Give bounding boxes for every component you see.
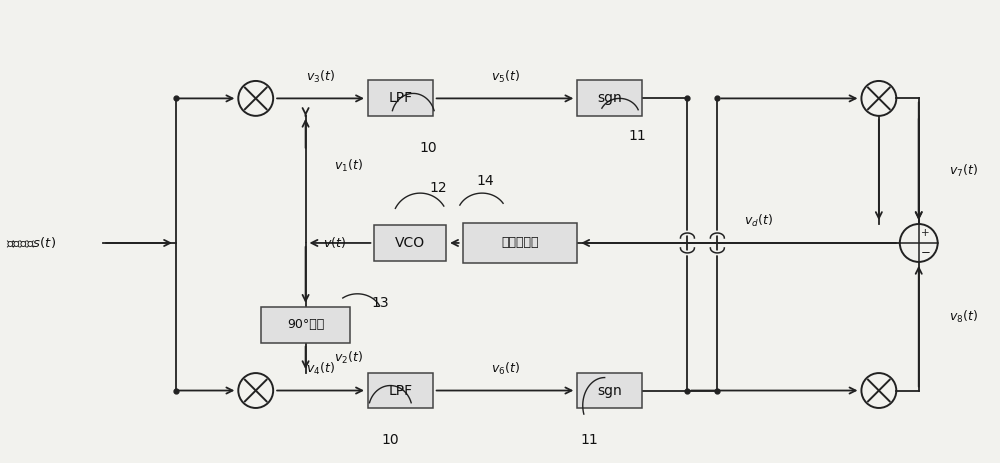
FancyBboxPatch shape (368, 373, 433, 408)
Text: $v_{4}(t)$: $v_{4}(t)$ (306, 361, 335, 376)
Text: sgn: sgn (597, 91, 622, 106)
FancyBboxPatch shape (577, 373, 642, 408)
Text: $v_{5}(t)$: $v_{5}(t)$ (491, 69, 519, 85)
Text: $v(t)$: $v(t)$ (323, 236, 346, 250)
Text: 10: 10 (419, 141, 437, 155)
Text: $v_{1}(t)$: $v_{1}(t)$ (334, 157, 362, 174)
FancyBboxPatch shape (577, 81, 642, 116)
Text: 12: 12 (429, 181, 447, 195)
Text: 输入信号$s(t)$: 输入信号$s(t)$ (6, 236, 57, 250)
Text: 环路滤波器: 环路滤波器 (501, 237, 539, 250)
Text: −: − (920, 246, 930, 259)
Text: $v_{3}(t)$: $v_{3}(t)$ (306, 69, 335, 85)
Text: +: + (921, 228, 930, 238)
Text: LPF: LPF (388, 91, 412, 106)
Text: 13: 13 (372, 296, 389, 310)
Text: $v_{6}(t)$: $v_{6}(t)$ (491, 361, 519, 376)
FancyBboxPatch shape (374, 225, 446, 261)
FancyBboxPatch shape (368, 81, 433, 116)
Text: $v_{d}(t)$: $v_{d}(t)$ (744, 213, 773, 229)
Text: 11: 11 (629, 129, 646, 143)
Text: LPF: LPF (388, 383, 412, 398)
Text: 14: 14 (476, 174, 494, 188)
Text: $v_{2}(t)$: $v_{2}(t)$ (334, 350, 362, 366)
Text: $v_{8}(t)$: $v_{8}(t)$ (949, 309, 978, 325)
Text: 90°相移: 90°相移 (287, 318, 324, 331)
Text: $v_{7}(t)$: $v_{7}(t)$ (949, 163, 978, 179)
FancyBboxPatch shape (261, 307, 350, 343)
Text: sgn: sgn (597, 383, 622, 398)
Text: 10: 10 (382, 433, 399, 447)
Text: VCO: VCO (395, 236, 425, 250)
FancyBboxPatch shape (463, 223, 577, 263)
Text: 11: 11 (581, 433, 599, 447)
